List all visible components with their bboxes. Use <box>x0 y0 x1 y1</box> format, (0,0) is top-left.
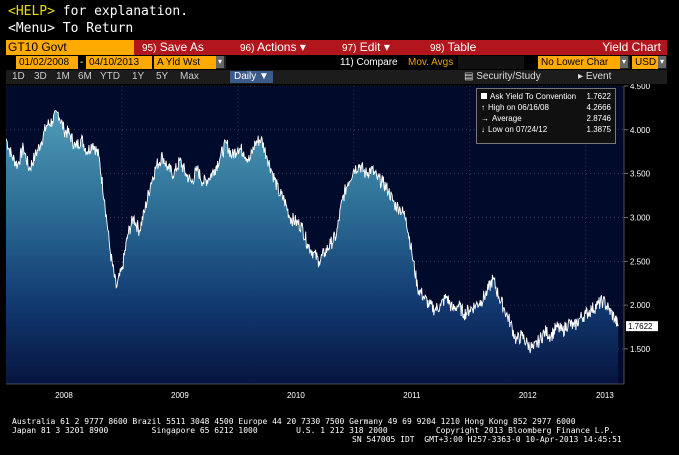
edit-button[interactable]: 97) Edit ▾ <box>342 40 390 54</box>
timeframe-tab-1d[interactable]: 1D <box>12 71 25 82</box>
x-tick-label: 2012 <box>519 391 537 400</box>
chevron-down-icon: ▾ <box>216 56 224 68</box>
legend-high: ↑ High on 06/16/08 <box>481 103 549 112</box>
field-select-arrow[interactable]: ▾ <box>216 56 226 69</box>
y-tick-label: 4.500 <box>630 84 651 91</box>
last-value-tag <box>626 321 658 332</box>
chevron-down-icon: ▾ <box>658 56 666 68</box>
help-line: <HELP> for explanation. <box>8 4 188 20</box>
y-tick-label: 3.000 <box>630 213 651 222</box>
footer-line-3: SN 547005 IDT GMT+3:00 H257-3363-0 10-Ap… <box>352 435 622 444</box>
last-value-label: 1.7622 <box>628 322 653 331</box>
ticker-field[interactable]: GT10 Govt <box>6 40 134 55</box>
legend-high-value: 4.2666 <box>586 103 611 112</box>
security-study-button[interactable]: ▤ Security/Study <box>464 71 541 82</box>
field-select[interactable]: A Yld Wst <box>154 56 216 69</box>
footer-line-1: Australia 61 2 9777 8600 Brazil 5511 304… <box>12 417 576 426</box>
currency-select[interactable]: USD <box>632 56 658 69</box>
average-marker-icon: → <box>481 114 489 123</box>
end-date-field[interactable]: 04/10/2013 <box>86 56 152 69</box>
help-key[interactable]: <HELP> <box>8 4 55 19</box>
timeframe-tab-1m[interactable]: 1M <box>56 71 70 82</box>
chevron-down-icon: ▼ <box>259 71 269 82</box>
timeframe-tab-3d[interactable]: 3D <box>34 71 47 82</box>
legend-average: → Average <box>481 114 522 123</box>
yield-line <box>5 110 619 354</box>
legend-series: Ask Yield To Convention <box>481 92 576 101</box>
event-icon: ▸ <box>578 71 584 82</box>
currency-arrow[interactable]: ▾ <box>658 56 667 69</box>
x-tick-label: 2011 <box>403 391 421 400</box>
timeframe-row <box>6 70 667 84</box>
chevron-down-icon: ▾ <box>299 40 306 54</box>
chart-legend: Ask Yield To Convention 1.7622 ↑ High on … <box>476 88 616 144</box>
timeframe-tab-max[interactable]: Max <box>180 71 199 82</box>
y-tick-label: 2.500 <box>630 257 651 266</box>
footer-line-2: Japan 81 3 3201 8900 Singapore 65 6212 1… <box>12 426 615 435</box>
mov-avgs-field[interactable] <box>458 56 524 69</box>
chart-icon: ▤ <box>464 71 474 82</box>
help-text: for explanation. <box>54 4 189 19</box>
x-tick-label: 2008 <box>55 391 73 400</box>
checkbox-icon[interactable] <box>481 93 487 99</box>
period-select[interactable]: Daily ▼ <box>230 71 273 83</box>
low-marker-icon: ↓ <box>481 125 485 134</box>
table-button[interactable]: 98) Table <box>430 40 477 54</box>
timeframe-tab-ytd[interactable]: YTD <box>100 71 120 82</box>
y-tick-label: 4.000 <box>630 126 651 135</box>
legend-low: ↓ Low on 07/24/12 <box>481 125 548 134</box>
y-tick-label: 3.500 <box>630 170 651 179</box>
mov-avgs-button[interactable]: Mov. Avgs <box>408 57 454 68</box>
lower-chart-select[interactable]: No Lower Char <box>538 56 620 69</box>
lower-chart-arrow[interactable]: ▾ <box>620 56 630 69</box>
date-separator: - <box>80 57 84 68</box>
save-as-button[interactable]: 95) Save As <box>142 40 204 54</box>
actions-button[interactable]: 96) Actions ▾ <box>240 40 306 54</box>
timeframe-tab-1y[interactable]: 1Y <box>132 71 145 82</box>
command-bar <box>6 40 667 55</box>
event-button[interactable]: ▸ Event <box>578 71 612 82</box>
x-tick-label: 2009 <box>171 391 189 400</box>
chart-title: Yield Chart <box>602 40 661 54</box>
legend-average-value: 2.8746 <box>586 114 611 123</box>
start-date-field[interactable]: 01/02/2008 <box>16 56 78 69</box>
timeframe-tab-5y[interactable]: 5Y <box>156 71 169 82</box>
menu-line: <Menu> To Return <box>8 21 134 36</box>
y-tick-label: 1.500 <box>630 345 651 354</box>
legend-low-value: 1.3875 <box>586 125 611 134</box>
high-marker-icon: ↑ <box>481 103 485 112</box>
timeframe-tab-6m[interactable]: 6M <box>78 71 92 82</box>
chevron-down-icon: ▾ <box>383 40 390 54</box>
x-tick-label: 2010 <box>287 391 305 400</box>
x-tick-label: 2013 <box>596 391 614 400</box>
compare-button[interactable]: 11) Compare <box>340 57 398 68</box>
y-tick-label: 2.000 <box>630 301 651 310</box>
legend-series-value: 1.7622 <box>586 92 611 101</box>
chevron-down-icon: ▾ <box>620 56 628 68</box>
